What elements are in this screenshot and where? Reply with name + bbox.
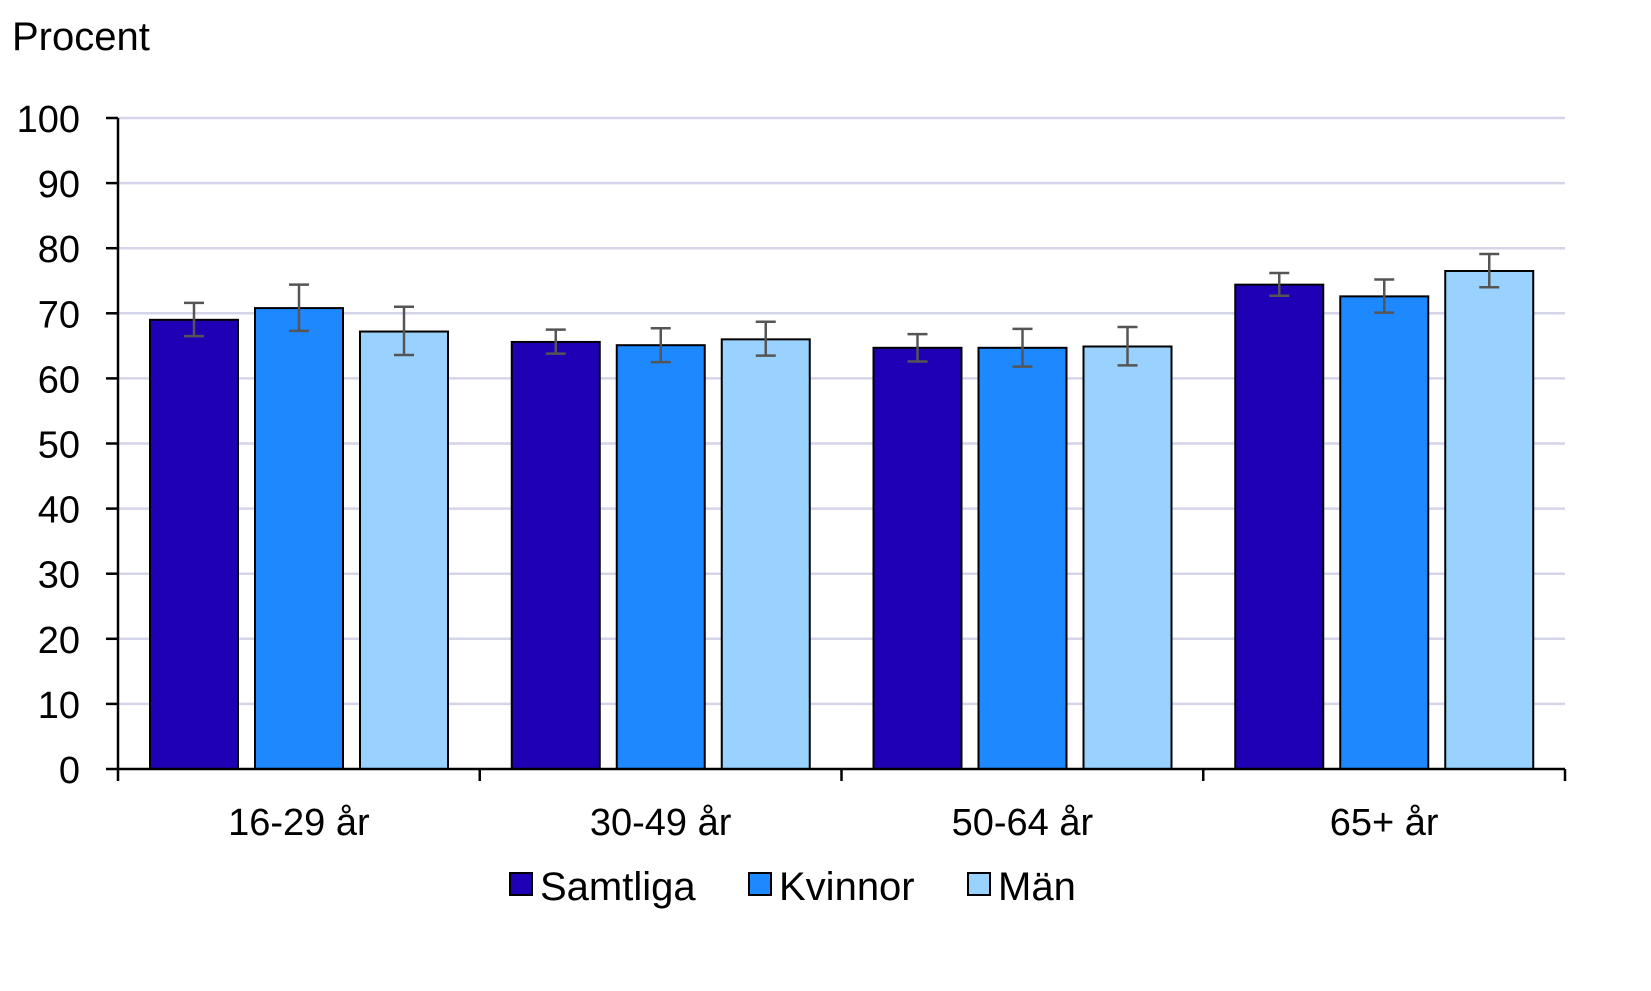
x-tick-label: 50-64 år — [952, 802, 1094, 844]
y-tick-label: 70 — [38, 294, 80, 336]
bars — [149, 269, 1535, 770]
bar — [510, 340, 601, 770]
y-tick-label: 40 — [38, 490, 80, 532]
y-tick-label: 10 — [38, 685, 80, 727]
bar — [149, 318, 239, 770]
bar — [872, 346, 963, 770]
axes — [106, 116, 1567, 781]
y-tick-label: 100 — [17, 99, 80, 141]
y-tick-label: 50 — [38, 425, 80, 467]
bar — [1339, 295, 1430, 770]
y-tick-label: 80 — [38, 229, 80, 271]
legend: Samtliga Kvinnor Män — [509, 865, 1076, 909]
legend-label: Män — [998, 865, 1076, 909]
bar — [254, 307, 344, 770]
y-tick-label: 20 — [38, 620, 80, 662]
error-bars — [184, 252, 1500, 368]
y-tick-label: 30 — [38, 555, 80, 597]
y-axis-unit-label: Procent — [12, 15, 150, 59]
bar — [615, 344, 706, 770]
legend-label: Kvinnor — [779, 865, 915, 909]
bar — [977, 346, 1068, 770]
bar — [1234, 283, 1325, 770]
y-tick-label: 90 — [38, 164, 80, 206]
legend-swatch — [748, 872, 772, 896]
x-tick-label: 30-49 år — [590, 802, 732, 844]
bar — [1082, 345, 1173, 770]
bar — [359, 330, 449, 770]
x-tick-label: 16-29 år — [228, 802, 370, 844]
y-tick-label: 60 — [38, 359, 80, 401]
legend-label: Samtliga — [540, 865, 696, 909]
legend-swatch — [509, 872, 533, 896]
x-tick-label: 65+ år — [1330, 802, 1439, 844]
y-tick-label: 0 — [59, 750, 80, 792]
tick-labels: 0 10 20 30 40 50 60 70 80 90 100 16-29 år 30-49 år 50… — [17, 99, 1439, 844]
bar — [720, 338, 811, 770]
bar — [1444, 269, 1535, 770]
legend-swatch — [967, 872, 991, 896]
